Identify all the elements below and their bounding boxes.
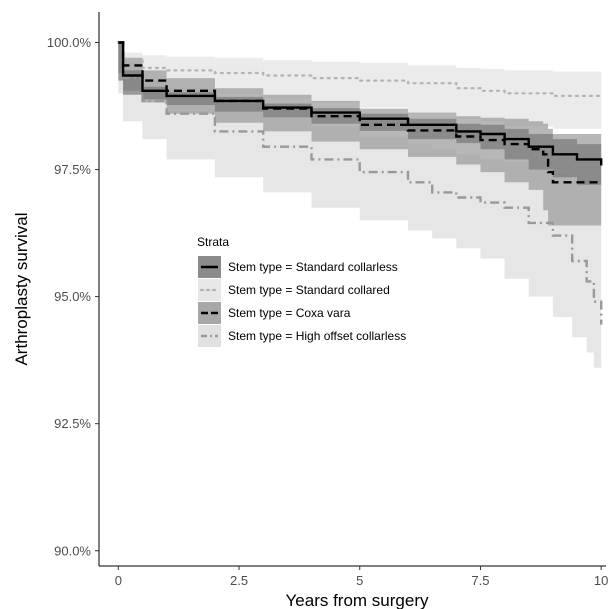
curve-coxa-vara bbox=[118, 41, 602, 184]
curve-standard-collared bbox=[117, 41, 603, 97]
y-tick-label: 97.5% bbox=[54, 162, 91, 177]
axes bbox=[98, 12, 606, 567]
y-ticks: 90.0% 92.5% 95.0% 97.5% 100.0% bbox=[47, 35, 99, 558]
x-ticks: 0 2.5 5 7.5 10 bbox=[115, 566, 608, 588]
legend-key-band bbox=[198, 302, 221, 324]
x-tick-label: 2.5 bbox=[230, 573, 248, 588]
ci-band-standard-collared bbox=[118, 42, 602, 129]
legend-label: Stem type = Standard collared bbox=[228, 283, 390, 297]
curve-high-offset-collarless bbox=[118, 41, 603, 325]
y-tick-label: 95.0% bbox=[54, 289, 91, 304]
ci-band-standard-collarless bbox=[118, 42, 602, 185]
y-tick-label: 90.0% bbox=[54, 543, 91, 558]
legend-title: Strata bbox=[197, 235, 229, 249]
survival-curves bbox=[117, 41, 603, 325]
legend-label: Stem type = High offset collarless bbox=[228, 329, 406, 343]
legend-label: Stem type = Standard collarless bbox=[228, 260, 398, 274]
x-tick-label: 5 bbox=[356, 573, 363, 588]
legend: Strata Stem type = Standard collarless St… bbox=[197, 235, 406, 347]
legend-key-band bbox=[198, 325, 221, 347]
y-tick-label: 92.5% bbox=[54, 416, 91, 431]
ci-band-coxa-vara bbox=[118, 42, 602, 226]
confidence-bands bbox=[118, 42, 602, 368]
legend-label: Stem type = Coxa vara bbox=[228, 306, 351, 320]
y-tick-label: 100.0% bbox=[47, 35, 92, 50]
y-axis-title: Arthroplasty survival bbox=[12, 212, 31, 365]
x-tick-label: 10 bbox=[594, 573, 608, 588]
x-axis-title: Years from surgery bbox=[286, 591, 429, 609]
x-tick-label: 0 bbox=[115, 573, 122, 588]
ci-band-high-offset-collarless bbox=[118, 42, 602, 368]
x-tick-label: 7.5 bbox=[471, 573, 489, 588]
curve-standard-collarless bbox=[118, 41, 603, 166]
